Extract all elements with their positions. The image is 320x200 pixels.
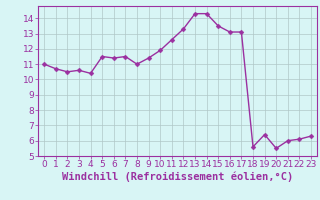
X-axis label: Windchill (Refroidissement éolien,°C): Windchill (Refroidissement éolien,°C) [62, 172, 293, 182]
